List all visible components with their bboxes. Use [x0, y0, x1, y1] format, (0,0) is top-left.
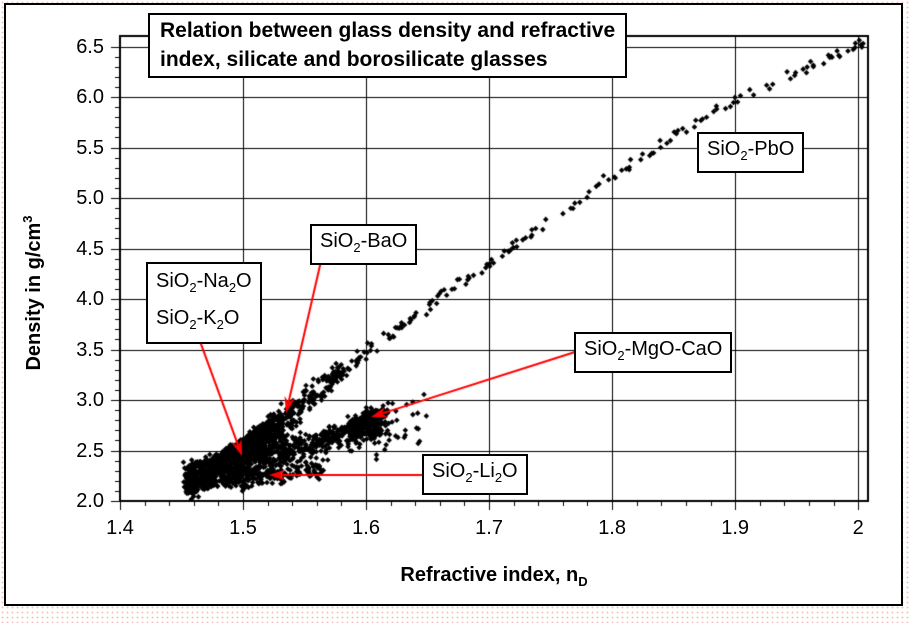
y-tick-label: 3.5 — [76, 338, 104, 361]
y-tick-label: 5.5 — [76, 136, 104, 159]
chart-title-box: Relation between glass density and refra… — [148, 13, 628, 78]
y-tick-label: 2.5 — [76, 439, 104, 462]
x-tick-label: 1.4 — [106, 517, 134, 539]
x-tick-label: 2 — [852, 517, 864, 539]
x-tick-label: 1.5 — [229, 517, 257, 539]
x-axis-title: Refractive index, nD — [400, 564, 588, 589]
y-tick-label: 6.5 — [76, 35, 104, 58]
annotation-line-sio2-na2o: SiO2-Na2O — [156, 270, 252, 295]
y-tick-label: 3.0 — [76, 389, 104, 411]
x-tick-label: 1.6 — [352, 517, 380, 539]
annotation-box-sio2-mgo-cao: SiO2-MgO-CaO — [574, 332, 733, 373]
annotation-line-sio2-k2o: SiO2-K2O — [156, 307, 240, 332]
x-tick-label: 1.9 — [721, 517, 750, 539]
annotation-box-sio2-pbo: SiO2-PbO — [697, 132, 805, 173]
annotation-box-sio2-bao: SiO2-BaO — [310, 224, 418, 265]
y-tick-label: 2.0 — [76, 490, 104, 512]
y-tick-label: 4.5 — [76, 237, 104, 260]
y-tick-label: 6.0 — [76, 86, 104, 108]
y-axis-title: Density in g/cm3 — [20, 215, 45, 371]
x-tick-label: 1.7 — [475, 517, 503, 539]
chart-title-line-2: index, silicate and borosilicate glasses — [160, 48, 548, 71]
y-tick-label: 5.0 — [76, 187, 104, 209]
x-tick-label: 1.8 — [598, 517, 626, 539]
y-tick-label: 4.0 — [76, 288, 104, 310]
chart-title-line-1: Relation between glass density and refra… — [160, 19, 616, 42]
annotation-box-sio2-li2o: SiO2-Li2O — [422, 454, 528, 495]
annotation-box-sio2-na2o-k2o: SiO2-Na2O SiO2-K2O — [146, 262, 262, 344]
